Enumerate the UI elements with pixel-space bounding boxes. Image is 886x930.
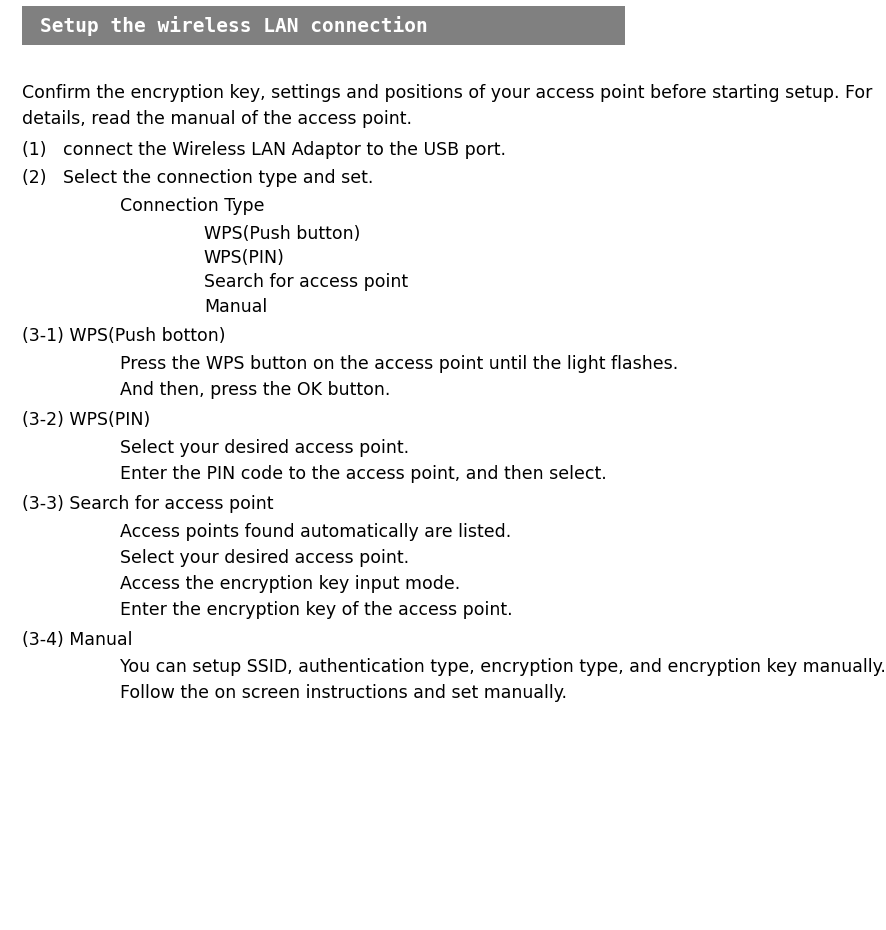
Text: Press the WPS button on the access point until the light flashes.: Press the WPS button on the access point… [120,355,678,373]
Text: Connection Type: Connection Type [120,197,264,215]
Text: Follow the on screen instructions and set manually.: Follow the on screen instructions and se… [120,684,567,702]
Text: (3-3) Search for access point: (3-3) Search for access point [22,495,274,512]
Text: You can setup SSID, authentication type, encryption type, and encryption key man: You can setup SSID, authentication type,… [120,658,885,676]
Text: Enter the PIN code to the access point, and then select.: Enter the PIN code to the access point, … [120,465,606,483]
Text: (2)   Select the connection type and set.: (2) Select the connection type and set. [22,169,374,187]
FancyBboxPatch shape [22,6,625,45]
Text: (1)   connect the Wireless LAN Adaptor to the USB port.: (1) connect the Wireless LAN Adaptor to … [22,141,506,159]
Text: (3-1) WPS(Push botton): (3-1) WPS(Push botton) [22,327,226,345]
Text: Setup the wireless LAN connection: Setup the wireless LAN connection [40,16,428,35]
Text: Search for access point: Search for access point [204,273,408,291]
Text: Select your desired access point.: Select your desired access point. [120,549,408,566]
Text: WPS(Push button): WPS(Push button) [204,225,360,243]
Text: Manual: Manual [204,298,267,315]
Text: Access the encryption key input mode.: Access the encryption key input mode. [120,575,460,592]
Text: (3-2) WPS(PIN): (3-2) WPS(PIN) [22,411,151,429]
Text: And then, press the OK button.: And then, press the OK button. [120,381,390,399]
Text: Confirm the encryption key, settings and positions of your access point before s: Confirm the encryption key, settings and… [22,84,873,101]
Text: (3-4) Manual: (3-4) Manual [22,631,133,648]
Text: Enter the encryption key of the access point.: Enter the encryption key of the access p… [120,601,512,618]
Text: details, read the manual of the access point.: details, read the manual of the access p… [22,110,412,127]
Text: WPS(PIN): WPS(PIN) [204,249,284,267]
Text: Access points found automatically are listed.: Access points found automatically are li… [120,523,511,540]
Text: Select your desired access point.: Select your desired access point. [120,439,408,457]
